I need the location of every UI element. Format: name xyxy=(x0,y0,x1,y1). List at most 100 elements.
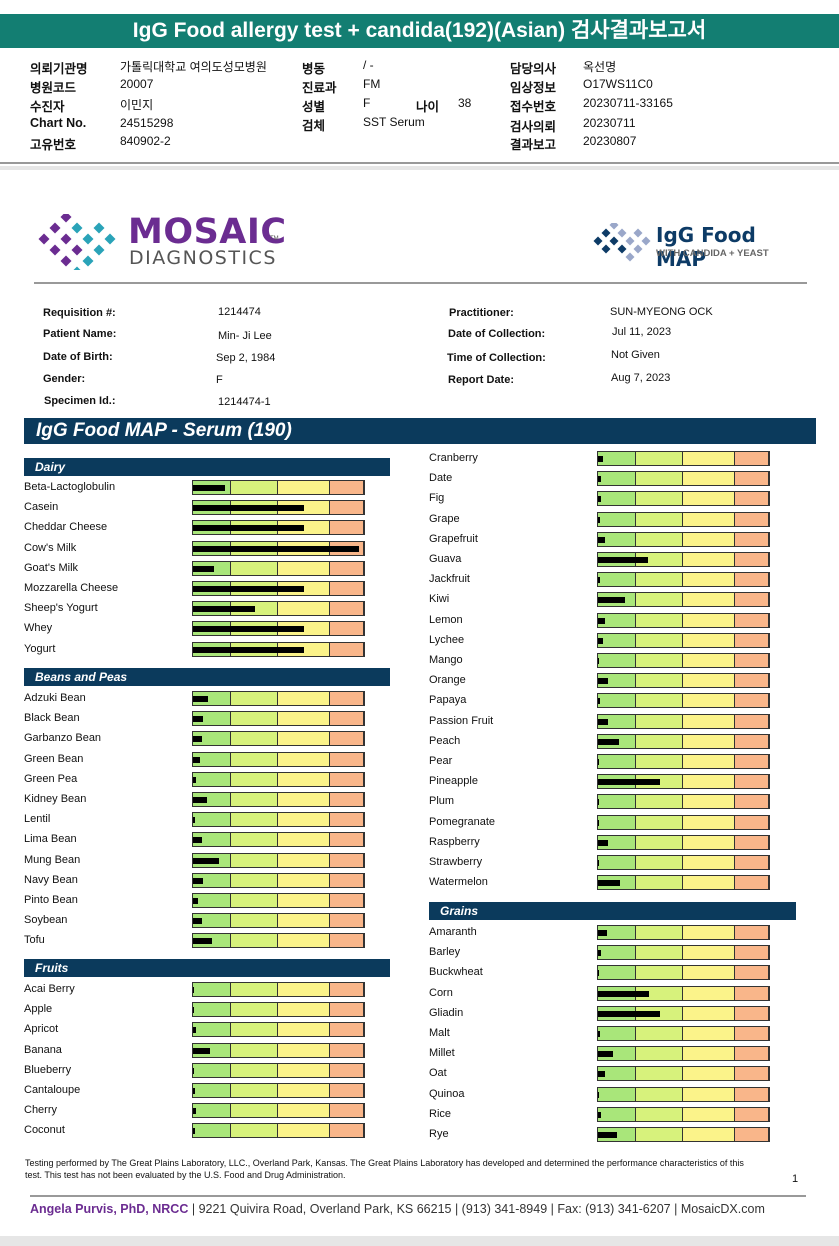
report-title: IgG Food allergy test + candida(192)(Asi… xyxy=(0,14,839,48)
reactivity-bar xyxy=(192,982,365,997)
bar-zone xyxy=(278,481,330,494)
bar-zone xyxy=(329,712,364,726)
food-name: Rice xyxy=(429,1107,452,1120)
reactivity-level xyxy=(598,658,599,664)
bar-zone xyxy=(278,772,330,786)
kr-field-label: 검사의뢰 xyxy=(510,120,557,134)
map-diamond xyxy=(625,236,635,246)
reactivity-level xyxy=(598,577,600,584)
practitioner-value: SUN-MYEONG OCK xyxy=(610,306,713,318)
food-name: Rye xyxy=(429,1128,449,1140)
food-name: Apple xyxy=(24,1003,53,1016)
bar-zone xyxy=(683,734,735,748)
reactivity-bar xyxy=(192,691,365,706)
collection-date-value: Jul 11, 2023 xyxy=(612,326,672,338)
reactivity-level xyxy=(598,880,621,887)
reactivity-level xyxy=(598,738,619,745)
food-name: Garbanzo Bean xyxy=(24,732,102,745)
food-name: Plum xyxy=(429,795,455,808)
bar-zone xyxy=(734,986,769,1000)
mosaic-diamond xyxy=(38,233,50,245)
bar-zone xyxy=(598,966,636,980)
bar-zone xyxy=(230,894,279,907)
reactivity-bar xyxy=(597,592,770,608)
map-diamond xyxy=(609,236,619,246)
reactivity-bar xyxy=(597,834,770,850)
kr-field-value: 24515298 xyxy=(120,116,174,130)
bar-zone xyxy=(598,946,636,960)
bar-zone xyxy=(278,561,330,575)
mosaic-diamond xyxy=(93,222,105,234)
bar-zone xyxy=(635,1107,684,1121)
reactivity-level xyxy=(598,1051,614,1058)
food-name: Millet xyxy=(429,1047,455,1060)
reactivity-level xyxy=(598,839,609,846)
bar-zone xyxy=(683,633,735,647)
bar-zone xyxy=(683,512,735,526)
reactivity-level xyxy=(193,1027,197,1034)
bar-zone xyxy=(278,833,330,847)
food-name: Cow's Milk xyxy=(24,541,77,554)
food-name: Black Bean xyxy=(24,712,80,725)
mosaic-diamond xyxy=(60,255,72,267)
divider xyxy=(34,282,807,284)
food-name: Pinto Bean xyxy=(24,894,78,906)
reactivity-level xyxy=(598,516,600,523)
reactivity-bar xyxy=(597,1086,770,1102)
gender-label: Gender: xyxy=(43,373,86,385)
kr-field-label: 검체 xyxy=(302,119,326,133)
food-name: Kidney Bean xyxy=(24,793,87,805)
report-date-label: Report Date: xyxy=(448,374,515,386)
bar-zone xyxy=(193,1023,231,1037)
reactivity-bar xyxy=(597,471,770,487)
bar-zone xyxy=(230,1043,279,1057)
bar-zone xyxy=(635,472,684,486)
bar-zone xyxy=(278,1003,330,1017)
mosaic-diamond xyxy=(60,233,72,245)
mosaic-logo: MOSAIC TM DIAGNOSTICS xyxy=(34,211,286,278)
reactivity-level xyxy=(193,877,204,884)
food-name: Kiwi xyxy=(429,593,450,606)
mosaic-diamond xyxy=(71,266,83,278)
reactivity-bar xyxy=(192,1022,365,1038)
page-number: 1 xyxy=(792,1173,799,1185)
mosaic-diamond xyxy=(82,255,94,267)
bar-zone xyxy=(635,714,684,728)
reactivity-level xyxy=(193,918,202,925)
bar-zone xyxy=(193,1124,231,1138)
reactivity-level xyxy=(598,779,660,786)
bar-zone xyxy=(635,654,684,667)
reactivity-bar xyxy=(597,552,770,567)
kr-field-label: 진료과 xyxy=(302,81,337,95)
bar-zone xyxy=(635,815,684,829)
kr-field-value: 20230711 xyxy=(583,116,636,130)
gender-value: F xyxy=(216,374,223,386)
bar-zone xyxy=(734,593,769,607)
food-name: Yogurt xyxy=(24,642,56,655)
reactivity-bar xyxy=(192,480,365,495)
bar-zone xyxy=(734,966,769,980)
reactivity-bar xyxy=(597,965,770,981)
bar-zone xyxy=(278,914,330,928)
kr-field-value: F xyxy=(363,96,371,110)
bar-zone xyxy=(193,732,231,746)
kr-field-label: 수진자 xyxy=(30,100,65,114)
bar-zone xyxy=(635,553,684,566)
footnote: Testing performed by The Great Plains La… xyxy=(25,1158,744,1180)
bar-zone xyxy=(734,1047,769,1061)
food-name: Apricot xyxy=(24,1023,59,1036)
igg-food-map-logo: IgG Food MAP WITH CANDIDA + YEAST xyxy=(592,220,807,271)
reactivity-bar xyxy=(192,913,365,929)
bar-zone xyxy=(329,1084,364,1097)
bar-zone xyxy=(635,593,684,607)
bar-zone xyxy=(329,853,364,867)
bar-zone xyxy=(635,532,684,546)
bar-zone xyxy=(598,613,636,627)
bar-zone xyxy=(683,1006,735,1020)
bar-zone xyxy=(683,553,735,566)
kr-field-label: 담당의사 xyxy=(510,62,557,76)
mosaic-diamond xyxy=(60,211,72,223)
kr-field-value: 가톨릭대학교 여의도성모병원 xyxy=(120,60,267,74)
reactivity-level xyxy=(193,586,305,592)
reactivity-level xyxy=(598,637,604,644)
